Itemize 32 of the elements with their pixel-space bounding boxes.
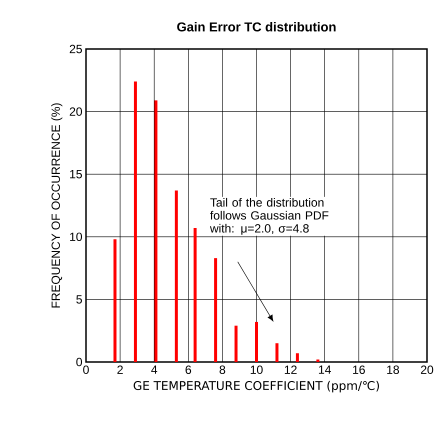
x-tick-label: 18 <box>387 366 400 374</box>
bar <box>214 258 218 362</box>
bar <box>194 228 197 362</box>
y-tick-label: 10 <box>70 232 82 242</box>
x-tick-label: 20 <box>420 366 434 374</box>
x-tick-label: 6 <box>186 366 192 374</box>
y-axis-title: FREQUENCY OF OCCURRENCE (%) <box>51 103 62 308</box>
bar <box>134 82 137 362</box>
x-tick-label: 8 <box>220 366 226 374</box>
x-tick-label: 16 <box>353 366 365 374</box>
bar <box>234 326 238 362</box>
chart-title: Gain Error TC distribution <box>177 22 336 32</box>
bar <box>154 100 158 362</box>
x-tick-label: 12 <box>284 366 297 374</box>
x-axis-title: GE TEMPERATURE COEFFICIENT (ppm/℃) <box>134 380 379 392</box>
bar <box>255 322 258 362</box>
bar <box>316 359 320 362</box>
x-tick-label: 2 <box>117 366 123 374</box>
y-tick-label: 15 <box>70 170 82 178</box>
y-tick-label: 0 <box>76 358 82 366</box>
x-tick-label: 10 <box>250 366 263 374</box>
bar <box>275 343 278 362</box>
x-tick-label: 4 <box>151 366 158 374</box>
y-tick-label: 20 <box>70 107 82 116</box>
y-tick-label: 5 <box>76 295 82 304</box>
annotation: Tail of the distribution follows Gaussian PDF with: μ=2.0, σ=4.8 <box>210 198 328 235</box>
bar <box>113 239 116 362</box>
bar <box>296 353 299 362</box>
bar <box>174 190 178 362</box>
y-tick-label: 25 <box>70 44 82 54</box>
x-tick-label: 14 <box>318 366 331 374</box>
x-tick-label: 0 <box>83 366 89 374</box>
